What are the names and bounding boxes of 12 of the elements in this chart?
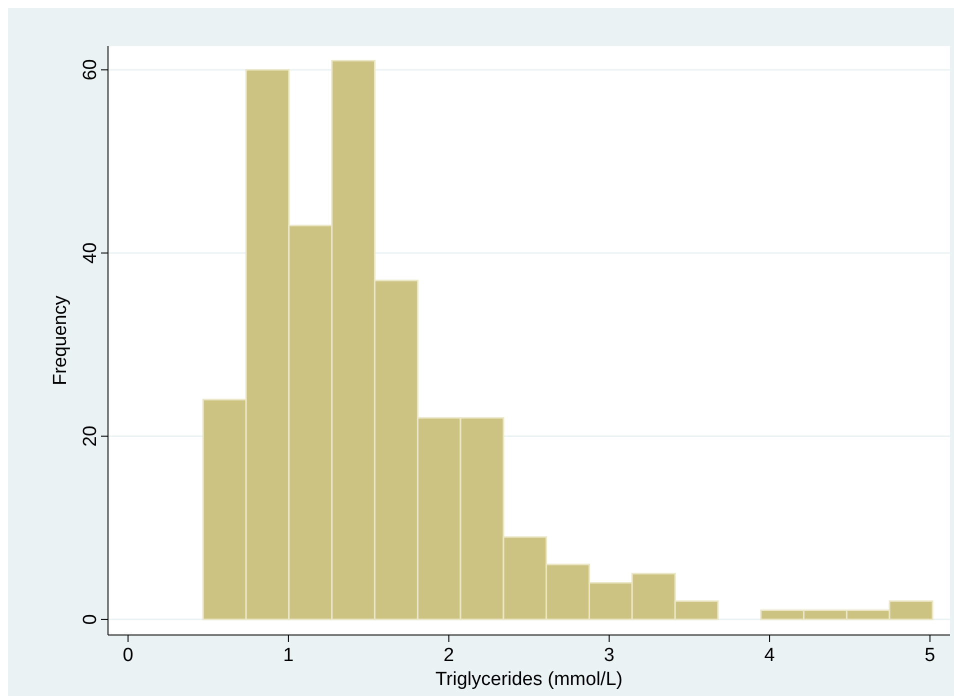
- y-tick-label: 0: [80, 614, 101, 625]
- y-tick-label: 20: [80, 426, 101, 447]
- x-axis-title: Triglycerides (mmol/L): [435, 669, 623, 690]
- x-tick-label: 3: [604, 645, 614, 666]
- y-tick-label: 60: [80, 59, 101, 80]
- x-tick-label: 1: [283, 645, 294, 666]
- x-tick-label: 5: [924, 645, 936, 666]
- y-axis-title: Frequency: [50, 295, 71, 386]
- x-tick-label: 2: [444, 645, 454, 666]
- y-tick-label: 40: [80, 242, 101, 264]
- x-tick-label: 0: [122, 645, 134, 666]
- x-tick-label: 4: [764, 645, 776, 666]
